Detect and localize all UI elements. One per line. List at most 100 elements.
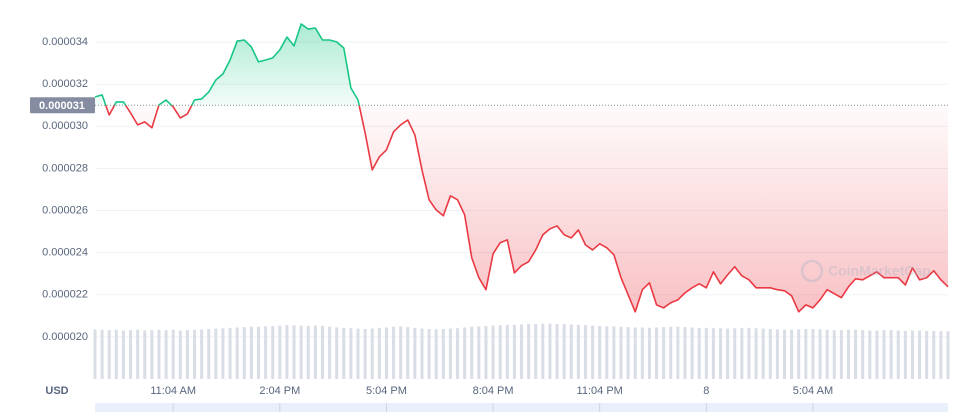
- volume-bar: [285, 325, 289, 379]
- volume-bar: [441, 328, 445, 379]
- volume-bar: [548, 323, 552, 379]
- volume-bar: [477, 326, 481, 379]
- volume-bar: [640, 327, 644, 379]
- volume-bar: [861, 330, 865, 379]
- volume-bar: [342, 327, 346, 379]
- volume-bar: [271, 325, 275, 379]
- volume-bar: [591, 325, 595, 379]
- volume-bar: [193, 329, 197, 379]
- baseline-label-box: [30, 97, 95, 114]
- volume-bar: [413, 327, 417, 379]
- x-tick-label: 5:04 AM: [793, 385, 833, 397]
- volume-bar: [370, 328, 374, 379]
- volume-bar: [470, 326, 474, 379]
- volume-bar: [690, 327, 694, 379]
- volume-bar: [697, 327, 701, 379]
- volume-bar: [939, 331, 943, 379]
- volume-bar: [655, 327, 659, 379]
- volume-bar: [420, 328, 424, 379]
- volume-bar: [719, 328, 723, 379]
- volume-bar: [256, 326, 260, 379]
- volume-bar: [214, 328, 218, 379]
- volume-bar: [783, 329, 787, 379]
- volume-bar: [626, 327, 630, 379]
- volume-bar: [704, 327, 708, 379]
- volume-bar: [932, 330, 936, 379]
- volume-bar: [562, 324, 566, 379]
- x-tick-label: 11:04 AM: [150, 385, 196, 397]
- volume-bar: [100, 329, 104, 379]
- volume-bar: [377, 327, 381, 379]
- volume-bar: [790, 329, 794, 379]
- volume-bar: [754, 328, 758, 379]
- volume-bar: [107, 330, 111, 379]
- volume-bar: [740, 327, 744, 379]
- volume-bar: [406, 327, 410, 379]
- volume-bar: [747, 327, 751, 379]
- volume-bar: [662, 327, 666, 379]
- volume-bar: [299, 325, 303, 379]
- volume-bar: [484, 325, 488, 379]
- volume-bar: [583, 325, 587, 379]
- volume-bar: [875, 330, 879, 379]
- volume-bar: [335, 327, 339, 379]
- baseline-label: 0.000031: [39, 100, 85, 112]
- volume-bar: [804, 328, 808, 379]
- volume-bar: [832, 330, 836, 379]
- watermark: CoinMarketCap: [800, 259, 931, 283]
- price-line: [94, 23, 949, 313]
- volume-bar: [669, 326, 673, 379]
- volume-bar: [292, 325, 296, 379]
- volume-bar: [619, 326, 623, 379]
- volume-bar: [235, 327, 239, 379]
- volume-bar: [264, 326, 268, 379]
- volume-bar: [463, 327, 467, 379]
- volume-bar: [313, 325, 317, 379]
- y-tick-label: 0.000028: [42, 162, 88, 174]
- y-tick-label: 0.000034: [42, 36, 88, 48]
- volume-bar: [221, 328, 225, 379]
- volume-bar: [598, 325, 602, 379]
- volume-bar: [903, 330, 907, 379]
- volume-bar: [896, 330, 900, 379]
- volume-bar: [839, 330, 843, 379]
- volume-bar: [811, 328, 815, 379]
- x-tick-label: 5:04 PM: [366, 385, 407, 397]
- watermark-text: CoinMarketCap: [828, 263, 931, 279]
- volume-bar: [242, 327, 246, 379]
- volume-bar: [733, 328, 737, 379]
- x-tick-label: 8: [703, 385, 709, 397]
- volume-bar: [157, 329, 161, 379]
- volume-bar: [434, 329, 438, 379]
- volume-bar: [633, 327, 637, 379]
- watermark-logo: [800, 259, 824, 283]
- volume-bar: [278, 325, 282, 379]
- volume-bar: [171, 329, 175, 379]
- volume-bar: [136, 329, 140, 379]
- volume-bar: [612, 326, 616, 379]
- volume-bar: [512, 324, 516, 379]
- navigator-strip: [95, 403, 948, 412]
- y-tick-label: 0.000026: [42, 204, 88, 216]
- volume-bar: [143, 330, 147, 379]
- volume-bar: [164, 330, 168, 379]
- volume-bar: [448, 328, 452, 379]
- volume-bar: [846, 329, 850, 379]
- volume-bar: [185, 330, 189, 379]
- y-tick-label: 0.000024: [42, 247, 88, 259]
- volume-bar: [569, 324, 573, 379]
- volume-bar: [207, 328, 211, 379]
- volume-bar: [711, 328, 715, 379]
- volume-bar: [520, 324, 523, 379]
- currency-label: USD: [45, 385, 68, 397]
- volume-bar: [555, 324, 559, 379]
- volume-bar: [775, 329, 779, 379]
- volume-bar: [363, 328, 367, 379]
- volume-bar: [647, 327, 651, 379]
- volume-bar: [946, 331, 950, 379]
- volume-bar: [683, 327, 687, 379]
- volume-bar: [818, 329, 822, 379]
- volume-bar: [228, 327, 232, 379]
- volume-bar: [392, 326, 396, 379]
- volume-bar: [726, 328, 730, 379]
